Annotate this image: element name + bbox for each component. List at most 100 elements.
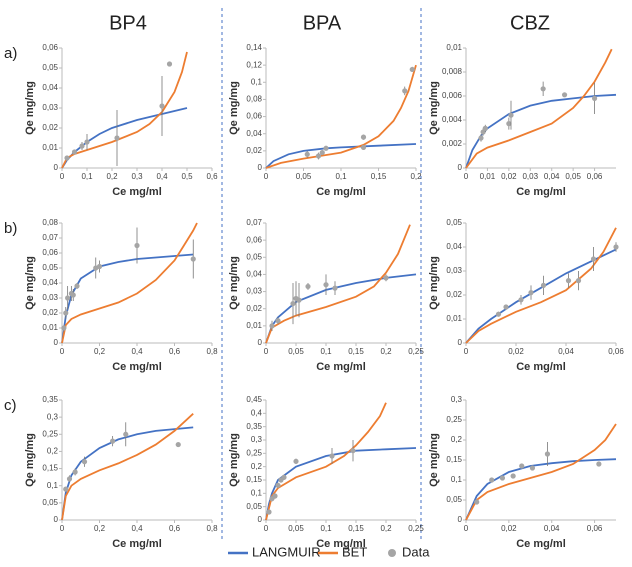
y-tick-label: 0,002 bbox=[442, 139, 463, 148]
data-point bbox=[323, 145, 329, 151]
y-tick-label: 0,05 bbox=[42, 63, 58, 72]
y-tick-label: 0,3 bbox=[251, 435, 263, 444]
y-tick-label: 0,35 bbox=[42, 395, 58, 404]
data-point bbox=[561, 92, 568, 98]
data-point bbox=[575, 278, 582, 284]
x-tick-label: 0,06 bbox=[608, 347, 624, 356]
x-tick-label: 0,2 bbox=[410, 172, 422, 181]
y-tick-label: 0,07 bbox=[42, 233, 58, 242]
data-point bbox=[305, 283, 311, 290]
y-tick-label: 0,3 bbox=[47, 412, 59, 421]
fit-curve bbox=[465, 93, 617, 169]
y-tick-label: 0,004 bbox=[442, 115, 463, 124]
y-tick-label: 0,01 bbox=[446, 43, 462, 52]
legend-swatch bbox=[388, 549, 396, 557]
x-tick-label: 0,2 bbox=[94, 524, 106, 533]
y-axis-label: Qe mg/mg bbox=[24, 256, 36, 310]
data-point bbox=[565, 278, 572, 284]
data-point bbox=[323, 282, 329, 288]
x-tick-label: 0,2 bbox=[380, 347, 392, 356]
data-point bbox=[315, 153, 322, 159]
data-point bbox=[519, 463, 525, 469]
fit-curve bbox=[61, 253, 194, 344]
row-label: b) bbox=[4, 220, 17, 237]
y-axis-label: Qe mg/mg bbox=[428, 81, 440, 135]
y-tick-label: 0,04 bbox=[246, 270, 262, 279]
data-point bbox=[275, 482, 281, 488]
data-point bbox=[329, 453, 335, 459]
column-title: BPA bbox=[303, 12, 342, 34]
data-point bbox=[529, 465, 536, 471]
y-tick-label: 0,35 bbox=[246, 422, 262, 431]
x-tick-label: 0,6 bbox=[169, 347, 181, 356]
y-tick-label: 0,08 bbox=[246, 95, 262, 104]
y-tick-label: 0,05 bbox=[446, 218, 462, 227]
y-tick-label: 0 bbox=[258, 338, 263, 347]
data-point bbox=[65, 295, 71, 301]
data-point bbox=[71, 149, 78, 155]
y-tick-label: 0,05 bbox=[446, 495, 462, 504]
fit-curve bbox=[465, 458, 617, 521]
data-point bbox=[61, 325, 67, 331]
x-tick-label: 0,05 bbox=[565, 172, 581, 181]
x-tick-label: 0,2 bbox=[380, 524, 392, 533]
data-point bbox=[482, 125, 488, 131]
data-point bbox=[613, 244, 619, 250]
y-tick-label: 0,45 bbox=[246, 395, 262, 404]
data-point bbox=[489, 477, 495, 483]
y-tick-label: 0,03 bbox=[42, 103, 58, 112]
data-point bbox=[123, 431, 129, 437]
y-tick-label: 0,2 bbox=[451, 435, 463, 444]
data-point bbox=[166, 61, 173, 67]
y-tick-label: 0,12 bbox=[246, 60, 262, 69]
y-axis-label: Qe mg/mg bbox=[228, 433, 240, 487]
data-point bbox=[275, 318, 281, 324]
fit-curve bbox=[61, 222, 198, 344]
data-point bbox=[63, 310, 69, 316]
fit-curve bbox=[265, 273, 417, 344]
x-tick-label: 0,6 bbox=[206, 172, 218, 181]
data-point bbox=[319, 149, 325, 156]
x-axis-label: Ce mg/ml bbox=[516, 186, 566, 198]
data-point bbox=[64, 155, 70, 161]
x-tick-label: 0,06 bbox=[587, 524, 603, 533]
y-tick-label: 0,06 bbox=[246, 112, 262, 121]
data-point bbox=[63, 486, 69, 492]
data-point bbox=[508, 112, 514, 118]
data-point bbox=[81, 459, 88, 465]
fit-curve bbox=[265, 64, 417, 169]
fit-curve bbox=[265, 224, 411, 344]
data-point bbox=[409, 66, 415, 73]
x-axis-label: Ce mg/ml bbox=[516, 538, 566, 550]
fit-curve bbox=[465, 48, 613, 169]
column-title: CBZ bbox=[510, 12, 550, 34]
data-point bbox=[590, 256, 597, 262]
y-tick-label: 0 bbox=[54, 515, 59, 524]
x-tick-label: 0,8 bbox=[206, 524, 218, 533]
x-tick-label: 0,04 bbox=[544, 524, 560, 533]
y-tick-label: 0,02 bbox=[446, 290, 462, 299]
x-axis-label: Ce mg/ml bbox=[112, 361, 162, 373]
data-point bbox=[159, 103, 165, 109]
y-tick-label: 0,01 bbox=[246, 321, 262, 330]
x-tick-label: 0 bbox=[464, 172, 469, 181]
x-tick-label: 0,1 bbox=[81, 172, 93, 181]
x-tick-label: 0 bbox=[264, 524, 269, 533]
y-tick-label: 0,25 bbox=[446, 415, 462, 424]
x-tick-label: 0,03 bbox=[522, 172, 538, 181]
y-tick-label: 0,05 bbox=[246, 252, 262, 261]
x-tick-label: 0,3 bbox=[131, 172, 143, 181]
y-tick-label: 0,2 bbox=[251, 462, 263, 471]
y-tick-label: 0,07 bbox=[246, 218, 262, 227]
data-point bbox=[503, 304, 509, 310]
x-axis-label: Ce mg/ml bbox=[316, 186, 366, 198]
data-point bbox=[269, 323, 275, 329]
data-point bbox=[175, 441, 181, 448]
y-tick-label: 0,03 bbox=[42, 293, 58, 302]
y-tick-label: 0,1 bbox=[251, 77, 263, 86]
y-tick-label: 0,04 bbox=[42, 83, 58, 92]
x-tick-label: 0,4 bbox=[156, 172, 168, 181]
x-tick-label: 0,25 bbox=[408, 524, 424, 533]
row-label: c) bbox=[4, 397, 17, 414]
data-point bbox=[272, 493, 278, 499]
